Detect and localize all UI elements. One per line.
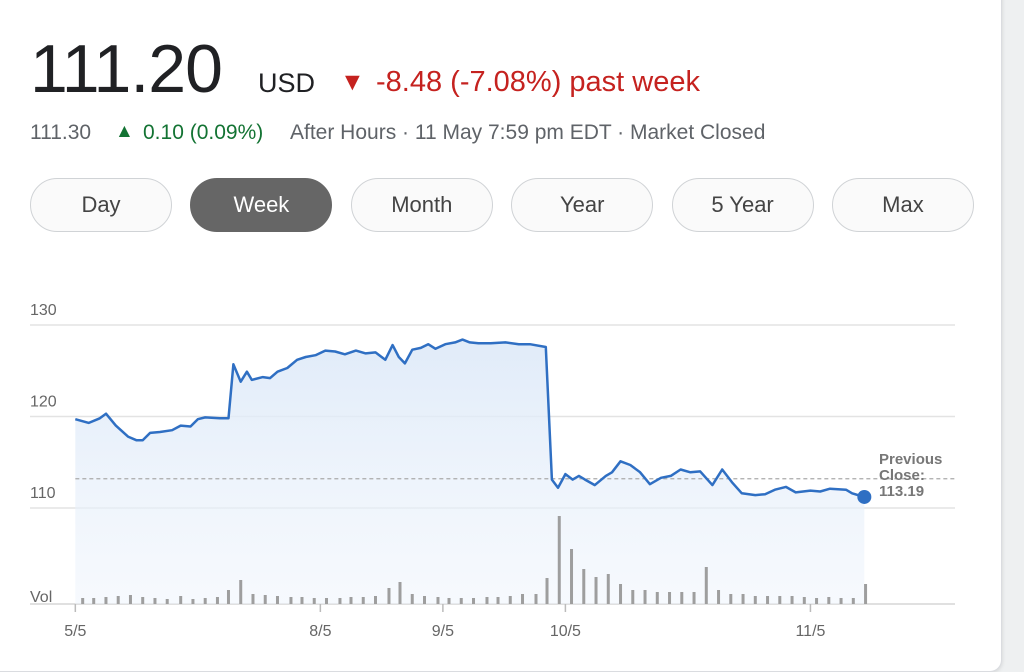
- y-tick-label: 110: [30, 485, 56, 502]
- x-tick-label: 8/5: [309, 623, 331, 640]
- volume-bar: [361, 597, 365, 604]
- volume-bar: [680, 592, 684, 604]
- volume-bar: [263, 595, 267, 604]
- volume-bar: [141, 597, 145, 604]
- volume-bar: [557, 516, 561, 604]
- volume-bar: [815, 598, 819, 604]
- volume-bar: [570, 549, 574, 604]
- x-tick-label: 11/5: [795, 623, 825, 640]
- previous-close: Previous Close: 113.19: [879, 452, 963, 500]
- chart: 110 120 130 5/5 8/5 9/5 10/5 11/5 Vol: [30, 302, 955, 640]
- volume-bar: [753, 596, 757, 604]
- volume-bar: [423, 596, 427, 604]
- price: 111.20: [30, 31, 223, 107]
- volume-bar: [631, 590, 635, 604]
- volume-bar: [496, 597, 500, 604]
- volume-bar: [300, 597, 304, 604]
- previous-close-label: Previous Close:: [879, 451, 943, 484]
- volume-bar: [104, 597, 108, 604]
- volume-bar: [338, 598, 342, 604]
- volume-bar: [153, 598, 157, 604]
- volume-bar: [827, 597, 831, 604]
- volume-bar: [741, 594, 745, 604]
- after-hours-icon: ▲: [115, 121, 134, 142]
- volume-bar: [766, 596, 770, 604]
- volume-bar: [92, 598, 96, 604]
- volume-bar: [251, 594, 255, 604]
- volume-bar: [179, 596, 183, 604]
- range-tab[interactable]: 5 Year: [671, 178, 814, 232]
- range-tab[interactable]: Year: [511, 178, 654, 232]
- range-tab[interactable]: Month: [350, 178, 493, 232]
- volume-bar: [802, 597, 806, 604]
- volume-bar: [534, 594, 538, 604]
- volume-bar: [508, 596, 512, 604]
- volume-bar: [289, 597, 293, 604]
- volume-bar: [239, 580, 243, 604]
- x-tick-label: 10/5: [550, 623, 581, 640]
- volume-bar: [215, 597, 219, 604]
- x-tick-label: 5/5: [64, 623, 86, 640]
- volume-bar: [472, 598, 476, 604]
- volume-bar: [436, 597, 440, 604]
- volume-bar: [655, 592, 659, 604]
- volume-bar: [128, 595, 132, 604]
- volume-bar: [485, 597, 489, 604]
- volume-bar: [619, 584, 623, 604]
- volume-bar: [324, 598, 328, 604]
- volume-bar: [203, 598, 207, 604]
- volume-bar: [668, 592, 672, 604]
- volume-bar: [398, 582, 402, 604]
- volume-bar: [778, 596, 782, 604]
- volume-bar: [81, 598, 85, 604]
- range-tab[interactable]: Day: [30, 178, 172, 232]
- volume-bar: [116, 596, 120, 604]
- volume-bar: [594, 577, 598, 604]
- volume-bar: [582, 569, 586, 604]
- last-point: [857, 489, 872, 504]
- volume-bar: [312, 598, 316, 604]
- volume-bar: [790, 596, 794, 604]
- change: -8.48 (-7.08%) past week: [376, 66, 700, 98]
- change-icon: ▼: [340, 68, 365, 96]
- y-tick-label: 120: [30, 393, 57, 410]
- volume-bar: [349, 597, 353, 604]
- volume-bar: [839, 598, 843, 604]
- volume-bar: [275, 596, 279, 604]
- price-area: [75, 339, 865, 604]
- volume-bar: [165, 599, 169, 604]
- volume-bar: [692, 592, 696, 604]
- volume-bar: [387, 588, 391, 604]
- page: {"quote": {"price": "111.20", "currency"…: [0, 0, 1002, 672]
- volume-bar: [643, 590, 647, 604]
- volume-bar: [373, 596, 377, 604]
- range-tabs: Day Week Month Year 5 Year Max: [30, 178, 974, 234]
- previous-close-value: 113.19: [879, 483, 925, 500]
- volume-bar: [191, 599, 195, 604]
- volume-label: Vol: [30, 589, 52, 606]
- volume-bar: [704, 567, 708, 604]
- volume-bar: [864, 584, 868, 604]
- price-line: [74, 338, 865, 499]
- volume-bar: [729, 594, 733, 604]
- volume-bar: [410, 594, 414, 604]
- after-hours-price: 111.30: [30, 121, 92, 144]
- market-status: After Hours · 11 May 7:59 pm EDT · Marke…: [290, 121, 766, 144]
- volume-bar: [545, 578, 549, 604]
- range-tab[interactable]: Week: [190, 178, 333, 232]
- y-tick-label: 130: [30, 302, 57, 319]
- range-tab[interactable]: Max: [831, 178, 974, 232]
- volume-bar: [521, 594, 525, 604]
- volume-bar: [226, 590, 230, 604]
- currency: USD: [258, 68, 316, 98]
- volume-bar: [447, 598, 451, 604]
- volume-bar: [606, 574, 610, 604]
- volume-bar: [459, 598, 463, 604]
- volume-bar: [851, 598, 855, 604]
- x-tick-label: 9/5: [432, 623, 454, 640]
- after-hours-change: 0.10 (0.09%): [143, 121, 264, 144]
- volume-bar: [717, 590, 721, 604]
